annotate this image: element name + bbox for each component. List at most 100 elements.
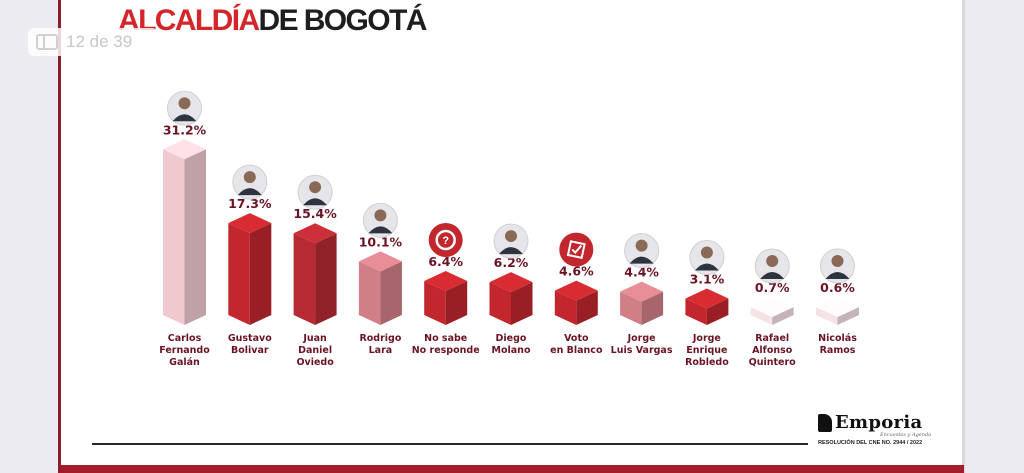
bar-group [750, 297, 794, 325]
category-label-line: Oviedo [296, 357, 334, 368]
bar-group [489, 272, 533, 325]
category-label-line: Quintero [749, 357, 797, 368]
category-label-line: Lara [369, 345, 393, 356]
ballot-icon [559, 232, 594, 267]
ballot-box [566, 240, 586, 260]
bar-face-left [620, 291, 642, 325]
avatar-body [629, 256, 654, 264]
bar-top [358, 251, 402, 272]
bar-face-left [358, 261, 381, 325]
bar-face-left [163, 149, 185, 325]
bar-group [554, 280, 598, 325]
category-label-line: Gustavo [228, 333, 272, 344]
bar-top [685, 288, 729, 309]
ballot-check [571, 244, 583, 255]
bar-face-left [750, 307, 773, 325]
bar-top [424, 271, 468, 291]
value-label: 31.2% [163, 122, 207, 137]
candidate-avatar [493, 223, 529, 259]
bar-face-left [489, 282, 511, 325]
resolution-text: RESOLUCIÓN DEL CNE NO. 2944 / 2022 [818, 440, 923, 446]
category-label: Jorge Luis Vargas [611, 333, 673, 356]
candidate-avatar [297, 174, 333, 210]
category-label-line: Jorge [692, 333, 721, 344]
avatar-body [303, 198, 328, 206]
category-label-line: Ramos [820, 345, 856, 356]
avatar-body [499, 247, 523, 255]
category-label: Rafael Alfonso Quintero [749, 333, 797, 368]
category-label-line: Carlos [168, 333, 202, 344]
bar-group [685, 288, 729, 325]
category-label-line: No responde [412, 345, 480, 356]
question-glyph: ? [442, 235, 449, 247]
bar-face-left [554, 290, 577, 325]
category-label-line: en Blanco [550, 345, 603, 356]
avatar-head [766, 255, 779, 267]
avatar-head [178, 97, 191, 110]
page-indicator[interactable]: 12 de 39 [28, 28, 158, 56]
bar-group [228, 213, 272, 325]
logo-text: Emporia [835, 412, 923, 433]
bar-face-right [315, 233, 337, 325]
bar-top [620, 281, 664, 302]
bar-face-left [228, 223, 250, 325]
bar-face-right [837, 307, 859, 325]
category-label: Carlos Fernando Galán [159, 333, 210, 368]
avatar-head [700, 246, 713, 259]
avatar-head [243, 171, 256, 184]
bar-top [750, 297, 794, 317]
sidebar-icon[interactable] [36, 34, 58, 50]
category-label: Diego Molano [492, 333, 531, 356]
candidate-avatar [362, 202, 398, 238]
candidate-avatar [689, 240, 725, 276]
avatar-body [368, 226, 393, 234]
avatar-body [694, 263, 719, 271]
footer-divider [92, 443, 808, 445]
category-label-line: Robledo [685, 357, 729, 368]
bar-top [163, 139, 206, 160]
bar-group [293, 223, 337, 325]
category-label-line: Nicolás [818, 333, 857, 344]
bar-face-right [445, 281, 468, 325]
category-label-line: Enrique [686, 345, 727, 356]
bar-top [554, 280, 598, 301]
candidate-avatar [232, 164, 268, 200]
category-label-line: Molano [492, 345, 531, 356]
bar-face-right [641, 291, 664, 325]
avatar-head [374, 209, 387, 222]
category-label-line: Alfonso [752, 345, 793, 356]
avatar-body [237, 188, 262, 196]
category-label: Rodrigo Lara [359, 333, 401, 356]
value-label: 0.7% [755, 280, 790, 295]
bar-top [489, 272, 533, 293]
avatar-head [309, 181, 322, 194]
bar-group [620, 281, 664, 325]
bar-face-right [249, 223, 272, 325]
category-label: Nicolás Ramos [818, 333, 857, 356]
title-rest: DE BOGOTÁ [258, 4, 428, 37]
bar-face-right [380, 261, 402, 325]
category-label-line: Voto [564, 333, 589, 344]
avatar-head [635, 239, 648, 252]
value-label: 6.2% [494, 255, 529, 270]
avatar-head [831, 255, 844, 267]
emporia-logo: Emporia [818, 412, 922, 433]
category-label: Voto en Blanco [550, 333, 603, 356]
page-indicator-label: 12 de 39 [66, 32, 133, 51]
bar-face-left [685, 298, 707, 325]
category-label-line: Rodrigo [359, 333, 401, 344]
category-label-line: Fernando [159, 345, 210, 356]
question-ring [435, 229, 456, 251]
value-label: 10.1% [359, 234, 403, 249]
bar-face-right [184, 149, 206, 325]
slide-right-border [962, 0, 965, 473]
value-label: 4.6% [559, 264, 594, 279]
value-label: 17.3% [228, 196, 272, 211]
value-label: 6.4% [428, 254, 463, 269]
avatar-body [825, 272, 850, 279]
bar-group [163, 139, 206, 325]
emporia-logo-icon [818, 413, 832, 432]
category-label: Jorge Enrique Robledo [685, 333, 729, 368]
bar-top [816, 297, 859, 317]
